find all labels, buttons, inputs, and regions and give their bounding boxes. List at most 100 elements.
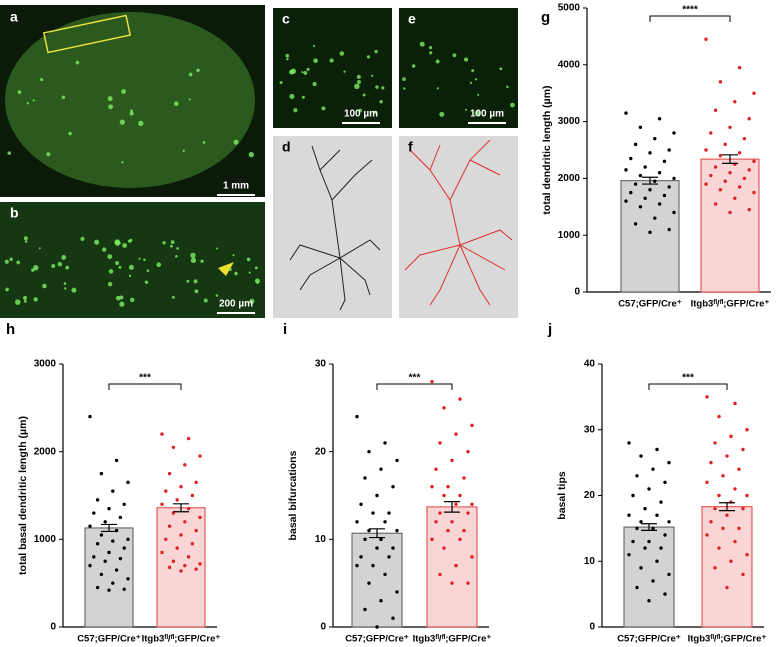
neuron-glow: [194, 289, 199, 294]
data-point: [434, 467, 438, 471]
neuron-glow: [465, 108, 468, 111]
neuron-glow: [190, 257, 197, 263]
data-point: [438, 572, 442, 577]
data-point: [164, 489, 168, 493]
data-point: [741, 572, 745, 577]
bar: [156, 507, 206, 628]
neuron-glow: [119, 301, 125, 307]
neuron-glow: [162, 241, 166, 245]
neuron-glow: [51, 263, 56, 268]
data-point: [442, 406, 446, 410]
scale-label: 100 µm: [344, 109, 378, 120]
data-point: [126, 537, 130, 542]
y-tick-label: 2000: [34, 446, 57, 457]
neuron-glow: [9, 257, 13, 261]
neuron-glow: [403, 87, 406, 90]
panel-letter: b: [10, 205, 19, 221]
data-point: [103, 559, 107, 563]
neuron-glow: [122, 243, 128, 248]
data-point: [95, 585, 100, 590]
neuron-glow: [248, 151, 255, 158]
data-point: [653, 216, 657, 220]
data-point: [430, 485, 434, 489]
data-point: [633, 222, 638, 226]
data-point: [647, 487, 651, 491]
neuron-glow: [31, 268, 35, 272]
neuron-glow: [40, 77, 44, 82]
neuron-glow: [234, 271, 238, 276]
neuron-glow: [362, 93, 366, 97]
data-point: [659, 546, 663, 550]
neuron-glow: [128, 274, 132, 278]
neuron-glow: [16, 260, 21, 265]
error-bar: [642, 176, 658, 185]
neuron-glow: [293, 108, 298, 113]
data-point: [179, 569, 183, 573]
panel-letter: i: [283, 321, 287, 338]
data-point: [375, 625, 379, 629]
data-point: [359, 502, 363, 506]
x-tick-label: Itgb3ᶠˡ/ᶠˡ;GFP/Cre⁺: [142, 634, 221, 645]
data-point: [371, 511, 375, 515]
data-point: [725, 513, 729, 517]
data-point: [713, 506, 717, 511]
neuron-glow: [435, 59, 440, 64]
neuron-glow: [313, 58, 318, 64]
data-point: [379, 599, 383, 603]
data-point: [395, 590, 399, 594]
data-point: [663, 592, 667, 596]
data-point: [95, 542, 100, 546]
data-point: [442, 493, 446, 498]
scale-label: 200 µm: [219, 299, 253, 310]
data-point: [179, 533, 183, 537]
data-point: [99, 533, 104, 537]
data-point: [454, 502, 458, 506]
data-point: [745, 493, 749, 498]
neuron-glow: [229, 268, 232, 271]
data-point: [383, 520, 387, 524]
data-point: [648, 188, 652, 192]
data-point: [126, 480, 130, 485]
data-point: [95, 498, 100, 502]
neuron-glow: [64, 287, 67, 290]
data-point: [662, 159, 667, 164]
error-bar: [369, 528, 385, 539]
data-point: [752, 159, 756, 164]
y-tick-label: 4000: [558, 59, 581, 70]
neuron-glow: [129, 297, 135, 303]
neuron-glow: [128, 264, 134, 270]
neuron-glow: [102, 247, 107, 252]
data-point: [363, 537, 367, 542]
data-point: [198, 454, 202, 458]
neuron-glow: [343, 70, 346, 73]
data-point: [653, 136, 657, 141]
neuron-glow: [115, 295, 121, 301]
data-point: [737, 467, 741, 471]
neuron-glow: [188, 98, 191, 101]
y-tick-label: 0: [320, 622, 326, 633]
neuron-glow: [15, 299, 21, 305]
data-point: [737, 65, 742, 70]
data-point: [190, 493, 195, 498]
data-point: [655, 513, 659, 517]
neuron-glow: [233, 139, 239, 145]
neuron-glow: [474, 110, 480, 116]
neuron-glow: [248, 271, 251, 274]
data-point: [648, 151, 652, 155]
error-bar: [722, 154, 738, 164]
data-point: [709, 520, 713, 524]
data-point: [718, 188, 723, 192]
data-point: [111, 581, 115, 585]
data-point: [643, 546, 647, 550]
data-point: [747, 117, 751, 121]
data-point: [395, 528, 399, 533]
data-point: [723, 142, 727, 147]
data-point: [747, 168, 751, 172]
data-point: [629, 190, 633, 195]
data-point: [635, 585, 639, 590]
data-point: [737, 526, 741, 531]
data-point: [198, 515, 202, 520]
data-point: [88, 563, 92, 568]
data-point: [430, 379, 434, 384]
